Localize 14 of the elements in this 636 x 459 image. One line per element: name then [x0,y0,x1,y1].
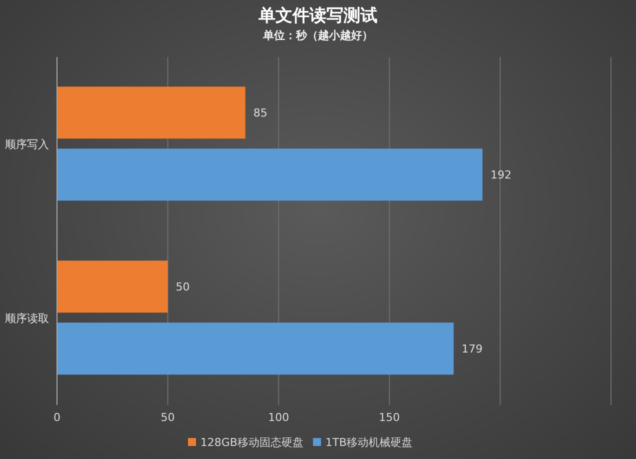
chart-subtitle: 单位：秒（越小越好） [262,28,374,43]
x-tick-label: 150 [378,410,400,424]
y-tick-label: 顺序读取 [5,312,49,325]
legend-label: 1TB移动机械硬盘 [325,436,413,449]
data-label: 179 [462,342,483,356]
x-tick-label: 100 [268,410,290,424]
x-tick-label: 50 [160,410,175,424]
data-label: 192 [490,168,512,182]
data-label: 85 [253,106,268,120]
y-tick-label: 顺序写入 [5,138,49,151]
data-label: 50 [176,280,190,294]
legend-label: 128GB移动固态硬盘 [200,436,304,449]
chart-title: 单文件读写测试 [258,5,378,27]
x-tick-label: 0 [54,410,60,424]
